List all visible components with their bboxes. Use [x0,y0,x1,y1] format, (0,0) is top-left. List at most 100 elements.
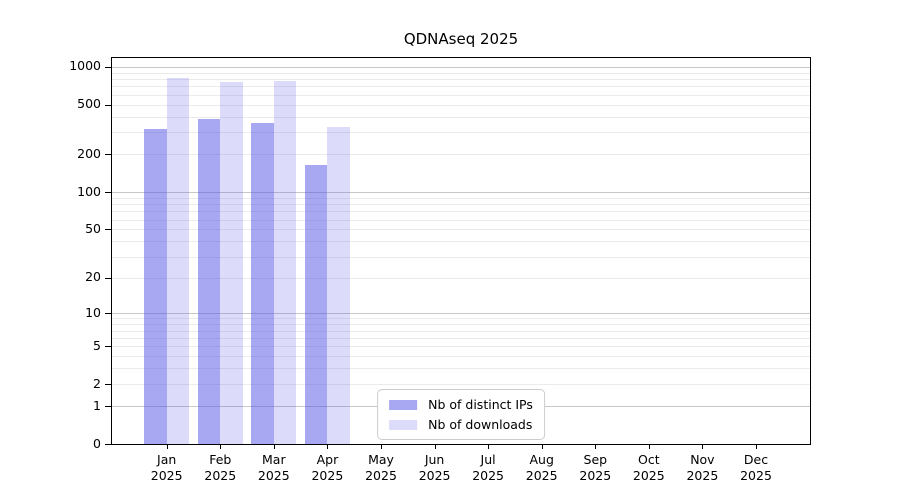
x-tick [648,445,650,449]
x-tick [756,445,757,449]
gridline [112,204,810,205]
gridline [112,313,810,315]
x-tick-label-month: Sep [583,452,608,467]
gridline [112,78,810,80]
x-tick [166,445,168,449]
x-tick-label-year: 2025 [257,468,290,483]
x-tick-label-year: 2025 [311,468,344,483]
y-tick-label: 50 [85,220,101,236]
bar-downloads [166,78,190,444]
gridline [112,241,810,243]
y-tick [105,444,112,445]
gridline [112,72,810,74]
y-tick [105,229,112,231]
y-tick [105,66,112,68]
x-tick [273,445,275,449]
bar-downloads [273,80,297,444]
x-tick-label-year: 2025 [686,468,719,483]
gridline [112,356,810,358]
y-tick-label: 500 [77,96,101,111]
x-tick-label-year: 2025 [150,468,183,483]
y-tick [105,384,112,385]
x-tick-label-month: Feb [209,452,232,467]
legend-entry-downloads: Nb of downloads [389,417,533,432]
y-tick-label: 5 [93,337,101,353]
bar-distinct-ips [197,119,221,444]
gridline [112,192,810,193]
y-tick [105,154,112,156]
x-tick-label-month: Nov [690,452,715,467]
y-tick-label: 20 [85,269,101,285]
y-tick-label: 10 [85,304,101,320]
bar-downloads [327,126,350,444]
gridline [112,66,810,68]
x-tick-label: Jan 2025 [137,452,197,484]
y-tick-label: 100 [77,183,101,199]
x-tick-label: Nov 2025 [672,452,732,484]
plot-area: Nb of distinct IPs Nb of downloads [111,57,811,445]
x-tick-label-month: Aug [529,452,554,467]
x-tick [220,445,222,449]
y-tick [105,104,112,106]
x-tick [434,445,436,449]
legend-label-distinct-ips: Nb of distinct IPs [428,397,533,412]
x-tick [488,445,490,449]
gridline [112,86,810,88]
x-tick-label: Dec 2025 [726,452,786,484]
y-tick-label: 0 [93,435,101,451]
gridline [112,330,810,332]
gridline [112,368,810,370]
y-tick [105,313,112,315]
x-tick-label-year: 2025 [472,468,504,483]
x-tick-label-year: 2025 [632,468,665,483]
gridline [112,384,810,385]
bar-distinct-ips [144,129,167,444]
x-tick-label-month: May [368,452,394,467]
y-tick [105,277,112,279]
bar-distinct-ips [304,165,328,444]
gridline [112,197,810,199]
x-tick [541,445,543,449]
x-tick-label-year: 2025 [525,468,558,483]
bar-downloads [220,81,243,444]
y-tick-label: 1 [93,397,101,413]
bar-distinct-ips [251,123,274,444]
gridline [112,132,810,134]
y-tick [105,346,112,348]
x-tick-label: Aug 2025 [512,452,572,484]
gridline [112,337,810,339]
x-tick-label: May 2025 [351,452,411,484]
x-tick-label: Sep 2025 [565,452,625,484]
gridline [112,116,810,118]
x-tick-label-month: Mar [262,452,286,467]
gridline [112,211,810,213]
gridline [112,318,810,320]
y-tick-label: 200 [77,145,101,161]
gridline [112,154,810,156]
legend-entry-distinct-ips: Nb of distinct IPs [389,397,533,412]
x-tick-label-month: Oct [637,452,660,467]
x-tick-label: Oct 2025 [619,452,679,484]
gridline [112,94,810,96]
x-tick-label: Jul 2025 [458,452,518,484]
x-tick [702,445,704,449]
y-tick [105,192,112,193]
y-tick [105,406,112,408]
gridline [112,346,810,348]
x-tick-label-month: Apr [316,452,339,467]
x-tick [327,445,329,449]
x-tick [595,445,597,449]
x-tick-label: Mar 2025 [244,452,304,484]
x-tick [381,445,382,449]
legend-swatch-distinct-ips [389,399,418,410]
gridline [112,219,810,221]
x-tick-label-month: Jan [157,452,177,467]
legend: Nb of distinct IPs Nb of downloads [377,389,545,440]
legend-label-downloads: Nb of downloads [428,417,533,432]
x-tick-label-month: Jun [424,452,445,467]
x-tick-label-year: 2025 [204,468,237,483]
gridline [112,256,810,258]
y-tick-label: 2 [93,375,101,391]
y-tick-label: 1000 [69,58,101,74]
